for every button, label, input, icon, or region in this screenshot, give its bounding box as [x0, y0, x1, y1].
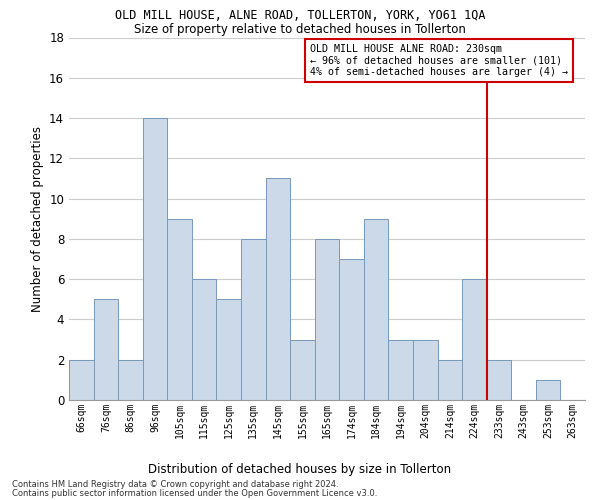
Bar [167, 219, 192, 400]
Bar [487, 360, 511, 400]
Bar [217, 300, 241, 400]
Bar [339, 259, 364, 400]
Y-axis label: Number of detached properties: Number of detached properties [31, 126, 44, 312]
Bar [413, 340, 437, 400]
Text: Distribution of detached houses by size in Tollerton: Distribution of detached houses by size … [148, 462, 452, 475]
Text: Contains public sector information licensed under the Open Government Licence v3: Contains public sector information licen… [12, 489, 377, 498]
Bar [69, 360, 94, 400]
Text: OLD MILL HOUSE, ALNE ROAD, TOLLERTON, YORK, YO61 1QA: OLD MILL HOUSE, ALNE ROAD, TOLLERTON, YO… [115, 9, 485, 22]
Text: Size of property relative to detached houses in Tollerton: Size of property relative to detached ho… [134, 22, 466, 36]
Bar [462, 279, 487, 400]
Bar [388, 340, 413, 400]
Bar [266, 178, 290, 400]
Bar [94, 300, 118, 400]
Bar [290, 340, 315, 400]
Bar [241, 239, 266, 400]
Text: Contains HM Land Registry data © Crown copyright and database right 2024.: Contains HM Land Registry data © Crown c… [12, 480, 338, 489]
Bar [536, 380, 560, 400]
Bar [437, 360, 462, 400]
Text: OLD MILL HOUSE ALNE ROAD: 230sqm
← 96% of detached houses are smaller (101)
4% o: OLD MILL HOUSE ALNE ROAD: 230sqm ← 96% o… [310, 44, 568, 76]
Bar [118, 360, 143, 400]
Bar [192, 279, 217, 400]
Bar [364, 219, 388, 400]
Bar [143, 118, 167, 400]
Bar [315, 239, 339, 400]
